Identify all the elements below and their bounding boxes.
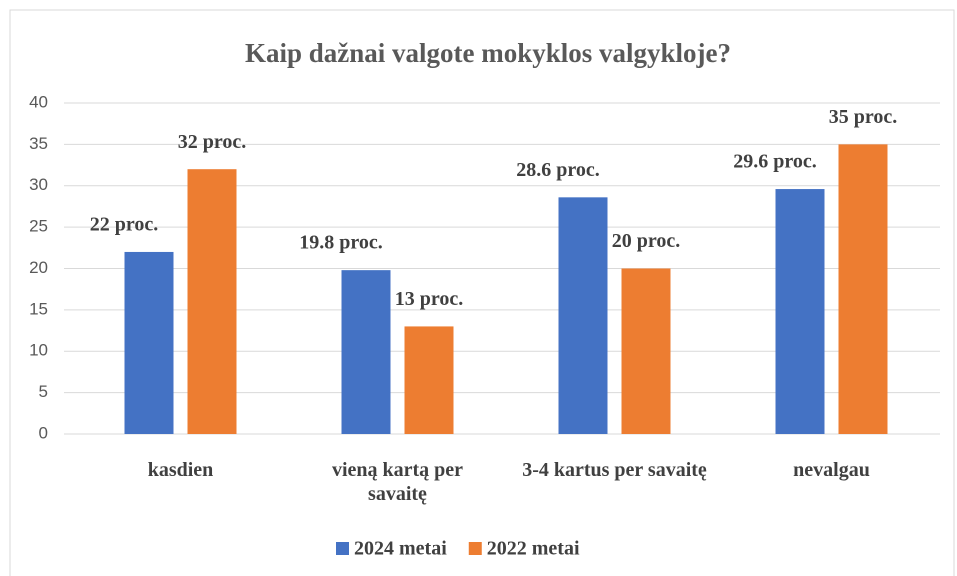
data-label: 20 proc. — [612, 230, 681, 252]
legend-label: 2024 metai — [354, 538, 447, 560]
y-tick-label: 40 — [29, 92, 48, 111]
bar — [775, 189, 825, 434]
legend-swatch — [336, 542, 349, 555]
y-tick-label: 25 — [29, 217, 48, 236]
data-label: 13 proc. — [395, 288, 464, 310]
y-tick-label: 20 — [29, 258, 48, 277]
legend-swatch — [468, 542, 482, 555]
data-label: 29.6 proc. — [733, 151, 817, 173]
bar — [187, 169, 237, 434]
x-tick-label: vieną kartą per savaitę — [331, 459, 464, 505]
data-label: 22 proc. — [90, 214, 159, 236]
bar — [404, 326, 454, 434]
bar — [621, 268, 671, 434]
y-tick-label: 5 — [39, 382, 48, 401]
data-label: 32 proc. — [178, 131, 247, 153]
data-label: 28.6 proc. — [516, 159, 600, 181]
x-tick-label: kasdien — [147, 459, 214, 481]
x-tick-label: 3-4 kartus per savaitę — [522, 459, 707, 481]
legend-label: 2022 metai — [487, 538, 580, 560]
bar — [838, 144, 888, 434]
bar — [124, 251, 174, 434]
y-tick-label: 15 — [29, 299, 48, 318]
y-tick-label: 35 — [29, 134, 48, 153]
x-tick-label: nevalgau — [793, 459, 870, 481]
bar — [341, 270, 391, 434]
y-tick-label: 10 — [29, 341, 48, 360]
y-tick-label: 0 — [39, 423, 48, 442]
chart-title: Kaip dažnai valgote mokyklos valgykloje? — [245, 38, 731, 68]
bar — [558, 197, 608, 434]
data-label: 19.8 proc. — [299, 232, 383, 254]
y-tick-label: 30 — [29, 175, 48, 194]
data-label: 35 proc. — [829, 106, 898, 128]
